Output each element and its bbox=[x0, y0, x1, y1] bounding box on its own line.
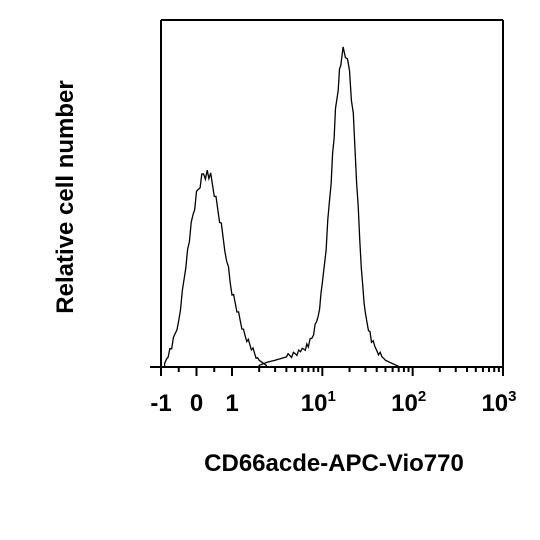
x-axis-ticks bbox=[160, 367, 504, 376]
x-tick-labels: -1 0 1 101 102 103 bbox=[150, 388, 516, 417]
histogram-peak-2 bbox=[258, 46, 400, 367]
x-tick-label: -1 bbox=[150, 390, 171, 417]
x-tick-label: 101 bbox=[301, 388, 336, 417]
x-tick-label: 103 bbox=[481, 388, 516, 417]
histogram-peak-1 bbox=[163, 169, 267, 367]
x-axis-label: CD66acde-APC-Vio770 bbox=[204, 450, 464, 477]
x-tick-label: 102 bbox=[391, 388, 426, 417]
histogram-series bbox=[163, 46, 400, 367]
y-axis-label: Relative cell number bbox=[52, 80, 79, 313]
x-tick-label: 0 bbox=[190, 390, 203, 417]
x-tick-label: 1 bbox=[225, 390, 238, 417]
